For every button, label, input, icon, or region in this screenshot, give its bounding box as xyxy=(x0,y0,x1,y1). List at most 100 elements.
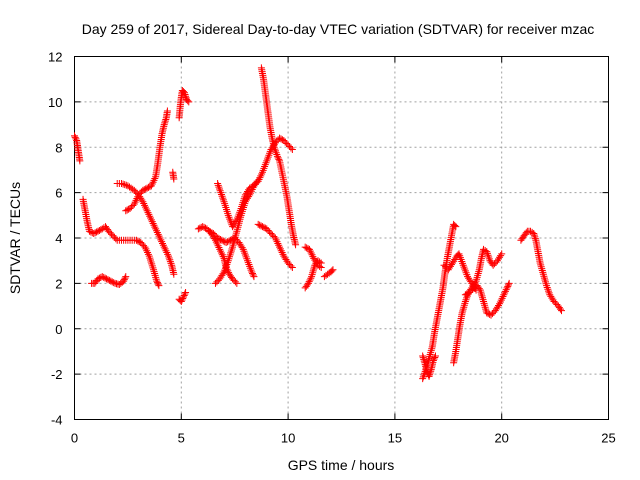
data-point xyxy=(215,183,223,191)
data-point xyxy=(121,274,129,282)
data-point xyxy=(266,228,274,236)
data-point xyxy=(121,181,129,189)
data-point xyxy=(161,245,169,253)
data-point xyxy=(162,115,170,123)
data-point xyxy=(496,298,504,306)
data-point xyxy=(147,214,155,222)
data-point xyxy=(461,299,469,307)
data-point xyxy=(451,222,459,230)
data-point xyxy=(226,253,234,261)
x-axis-label: GPS time / hours xyxy=(288,457,395,473)
data-point xyxy=(466,288,474,296)
data-point xyxy=(142,185,150,193)
data-point xyxy=(148,262,156,270)
data-point xyxy=(200,223,208,231)
series-sat-o xyxy=(301,243,325,271)
data-point xyxy=(288,146,296,154)
data-point xyxy=(478,292,486,300)
data-point xyxy=(498,250,506,258)
data-point xyxy=(279,250,287,258)
data-point xyxy=(119,180,127,188)
data-point xyxy=(214,180,222,188)
data-point xyxy=(139,198,147,206)
data-point xyxy=(542,280,550,288)
data-point xyxy=(483,249,491,257)
data-point xyxy=(281,138,289,146)
data-point xyxy=(440,261,448,269)
data-point xyxy=(130,200,138,208)
data-point xyxy=(93,228,101,236)
data-point xyxy=(427,349,435,357)
data-point xyxy=(215,235,223,243)
data-point xyxy=(538,265,546,273)
data-point xyxy=(142,245,150,253)
data-point xyxy=(85,227,93,235)
data-point xyxy=(221,200,229,208)
data-point xyxy=(227,249,235,257)
data-point xyxy=(181,290,189,298)
data-point xyxy=(431,353,439,361)
data-point xyxy=(104,276,112,284)
data-point xyxy=(131,198,139,206)
data-point xyxy=(148,260,156,268)
data-point xyxy=(461,291,469,299)
data-point xyxy=(479,296,487,304)
data-point xyxy=(145,183,153,191)
data-point xyxy=(420,355,428,363)
data-point xyxy=(166,256,174,264)
data-point xyxy=(280,136,288,144)
data-point xyxy=(149,264,157,272)
y-axis-label: SDTVAR / TECUs xyxy=(7,182,23,294)
data-point xyxy=(256,174,264,182)
data-point xyxy=(143,247,151,255)
data-point xyxy=(541,276,549,284)
data-point xyxy=(220,198,228,206)
data-point xyxy=(504,282,512,290)
data-point xyxy=(484,251,492,259)
data-point xyxy=(250,182,258,190)
data-point xyxy=(211,279,219,287)
data-point xyxy=(421,369,429,377)
data-point xyxy=(136,189,144,197)
data-point xyxy=(151,223,159,231)
data-point xyxy=(144,209,152,217)
data-point xyxy=(94,275,102,283)
data-point xyxy=(182,288,190,296)
data-point xyxy=(531,235,539,243)
data-point xyxy=(179,293,187,301)
data-point xyxy=(170,175,178,183)
data-point xyxy=(491,260,499,268)
data-point xyxy=(151,270,159,278)
data-point xyxy=(426,350,434,358)
data-point xyxy=(149,219,157,227)
data-point xyxy=(540,274,548,282)
data-point xyxy=(458,309,466,317)
data-point xyxy=(288,263,296,271)
data-point xyxy=(219,194,227,202)
data-point xyxy=(427,347,435,355)
data-point xyxy=(540,272,548,280)
data-point xyxy=(109,232,117,240)
data-point xyxy=(90,229,98,237)
data-point xyxy=(103,275,111,283)
data-point xyxy=(419,373,427,381)
data-point xyxy=(71,133,79,141)
data-point xyxy=(316,258,324,266)
data-point xyxy=(246,184,254,192)
data-point xyxy=(463,290,471,298)
data-point xyxy=(474,271,482,279)
data-point xyxy=(305,278,313,286)
data-point xyxy=(558,307,566,315)
grid-lines xyxy=(74,56,609,420)
data-point xyxy=(254,177,262,185)
data-point xyxy=(485,255,493,263)
data-point xyxy=(185,98,193,106)
data-point xyxy=(276,134,284,142)
data-point xyxy=(223,207,231,215)
data-point xyxy=(153,227,161,235)
data-point xyxy=(139,186,147,194)
data-point xyxy=(539,268,547,276)
data-point xyxy=(536,259,544,267)
data-point xyxy=(283,139,291,147)
data-point xyxy=(157,236,165,244)
